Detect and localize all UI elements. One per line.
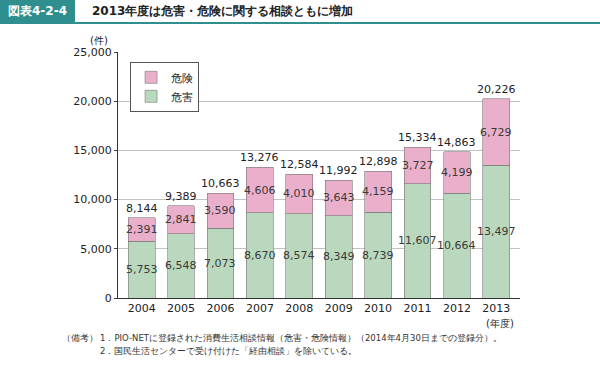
svg-text:7,073: 7,073: [204, 257, 236, 270]
svg-text:10,000: 10,000: [73, 193, 112, 206]
svg-text:15,000: 15,000: [73, 144, 112, 157]
svg-text:0: 0: [105, 292, 112, 305]
svg-text:2011: 2011: [404, 302, 432, 315]
svg-text:8,574: 8,574: [283, 249, 315, 262]
svg-text:15,334: 15,334: [398, 131, 437, 144]
svg-text:6,729: 6,729: [480, 126, 512, 139]
html-text:2013年度は危害・危険に関する相談ともに増加: 2013年度は危害・危険に関する相談ともに増加: [92, 4, 354, 18]
svg-text:20,226: 20,226: [477, 83, 516, 96]
svg-text:2005: 2005: [167, 302, 195, 315]
svg-text:(年度): (年度): [486, 318, 514, 329]
html-text:図表4-2-4: 図表4-2-4: [8, 4, 67, 18]
svg-text:5,000: 5,000: [80, 243, 112, 256]
svg-text:2,841: 2,841: [165, 213, 197, 226]
svg-text:6,548: 6,548: [165, 259, 197, 272]
svg-text:10,664: 10,664: [437, 239, 476, 252]
svg-text:10,663: 10,663: [201, 177, 240, 190]
svg-text:8,144: 8,144: [126, 202, 158, 215]
svg-text:2010: 2010: [364, 302, 392, 315]
svg-text:4,199: 4,199: [441, 166, 473, 179]
svg-text:2,391: 2,391: [126, 223, 158, 236]
svg-text:8,670: 8,670: [244, 249, 276, 262]
html-text:2．国民生活センターで受け付けた「経由相談」を除いている。: 2．国民生活センターで受け付けた「経由相談」を除いている。: [100, 346, 358, 356]
svg-text:13,497: 13,497: [477, 225, 516, 238]
svg-text:8,349: 8,349: [323, 250, 355, 263]
svg-text:13,276: 13,276: [240, 151, 279, 164]
svg-text:12,898: 12,898: [359, 155, 398, 168]
svg-text:12,584: 12,584: [280, 158, 319, 171]
svg-text:25,000: 25,000: [73, 46, 112, 59]
svg-text:(件): (件): [90, 35, 108, 46]
svg-text:2009: 2009: [325, 302, 353, 315]
svg-text:危険: 危険: [171, 72, 193, 85]
svg-text:14,863: 14,863: [437, 136, 476, 149]
svg-text:8,739: 8,739: [362, 249, 394, 262]
svg-text:5,753: 5,753: [126, 263, 158, 276]
svg-text:2007: 2007: [246, 302, 274, 315]
svg-text:4,159: 4,159: [362, 185, 394, 198]
svg-text:3,643: 3,643: [323, 191, 355, 204]
svg-text:2008: 2008: [285, 302, 313, 315]
svg-text:危害: 危害: [171, 91, 193, 104]
svg-text:20,000: 20,000: [73, 95, 112, 108]
svg-text:11,607: 11,607: [398, 234, 437, 247]
svg-text:2006: 2006: [206, 302, 234, 315]
svg-text:2013: 2013: [482, 302, 510, 315]
svg-text:3,590: 3,590: [204, 204, 236, 217]
svg-text:3,727: 3,727: [402, 159, 434, 172]
svg-text:2004: 2004: [128, 302, 156, 315]
svg-text:11,992: 11,992: [319, 164, 358, 177]
svg-text:4,010: 4,010: [283, 187, 315, 200]
html-text:（備考） 1．PIO-NETに登録された消費生活相談情報（危: （備考） 1．PIO-NETに登録された消費生活相談情報（危害・危険情報）（20…: [62, 333, 502, 343]
svg-text:4,606: 4,606: [244, 184, 276, 197]
svg-text:9,389: 9,389: [165, 190, 197, 203]
svg-text:2012: 2012: [443, 302, 471, 315]
